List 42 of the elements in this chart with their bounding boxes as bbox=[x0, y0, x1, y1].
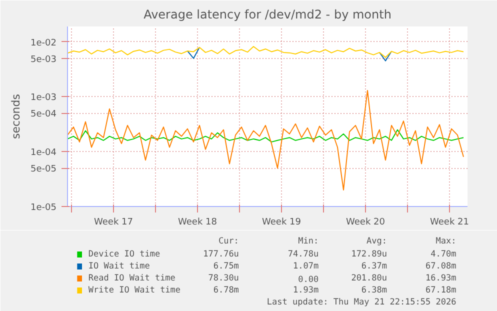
text: 67.08m bbox=[426, 262, 456, 272]
text: 172.89u bbox=[351, 250, 388, 260]
y-tick-label: 5e-05 bbox=[30, 164, 57, 175]
x-tick-label: Week 18 bbox=[178, 218, 218, 228]
x-tick-label: Week 17 bbox=[94, 218, 133, 228]
text: 1.93m bbox=[293, 286, 319, 296]
text: 201.80u bbox=[351, 274, 388, 284]
text: Min: bbox=[298, 236, 319, 246]
text: 6.75m bbox=[213, 262, 239, 272]
text: Last update: Thu May 21 22:15:55 2026 bbox=[266, 298, 456, 308]
x-tick-label: Week 19 bbox=[262, 218, 302, 228]
text: Avg: bbox=[366, 236, 388, 246]
legend-label: IO Wait time bbox=[88, 262, 150, 272]
text: 177.76u bbox=[203, 250, 239, 260]
text: 6.78m bbox=[213, 286, 239, 296]
text: 67.18m bbox=[426, 286, 456, 296]
text: 6.37m bbox=[361, 262, 388, 272]
text: 1.07m bbox=[293, 262, 319, 272]
line-series bbox=[68, 129, 464, 142]
y-tick-label: 1e-05 bbox=[30, 203, 57, 213]
line-series bbox=[68, 46, 464, 58]
text: 16.93m bbox=[426, 274, 456, 284]
line-series bbox=[68, 90, 464, 190]
legend-label: Write IO Wait time bbox=[88, 286, 181, 296]
legend-label: Device IO time bbox=[88, 250, 160, 260]
x-tick-label: Week 21 bbox=[430, 218, 469, 228]
y-axis-title: seconds bbox=[10, 94, 23, 139]
y-tick-label: 5e-04 bbox=[30, 110, 57, 120]
text: 78.30u bbox=[208, 274, 239, 284]
text: 74.78u bbox=[288, 250, 319, 260]
y-tick-label: 1e-03 bbox=[30, 93, 57, 104]
legend-label: Read IO Wait time bbox=[88, 274, 176, 284]
text: Cur: bbox=[218, 236, 239, 246]
x-tick-label: Week 20 bbox=[346, 218, 386, 228]
y-tick-label: 1e-02 bbox=[30, 38, 57, 48]
text: 6.38m bbox=[361, 286, 388, 296]
y-tick-label: 1e-04 bbox=[30, 148, 57, 158]
text: 0.00 bbox=[298, 275, 319, 285]
y-tick-label: 5e-03 bbox=[30, 54, 57, 65]
text: Max: bbox=[436, 236, 456, 246]
chart-title: Average latency for /dev/md2 - by month bbox=[144, 8, 392, 22]
text: 4.70m bbox=[430, 250, 456, 260]
